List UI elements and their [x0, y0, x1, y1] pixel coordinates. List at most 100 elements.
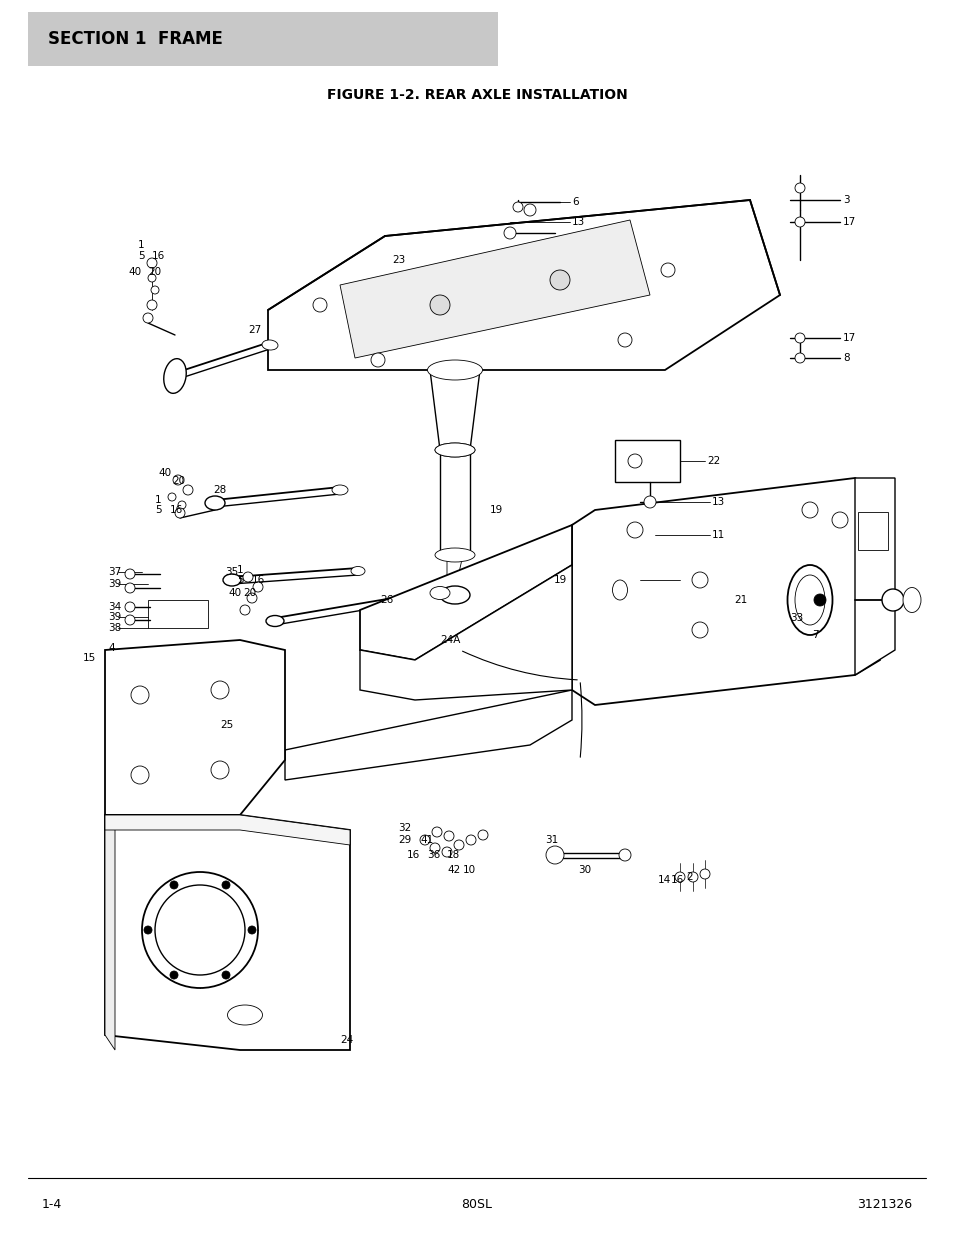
Text: FIGURE 1-2. REAR AXLE INSTALLATION: FIGURE 1-2. REAR AXLE INSTALLATION: [326, 88, 627, 103]
Text: 34: 34: [108, 601, 121, 613]
Text: 3121326: 3121326: [856, 1198, 911, 1212]
Ellipse shape: [430, 587, 450, 599]
Circle shape: [142, 872, 257, 988]
Text: 20: 20: [148, 267, 161, 277]
Circle shape: [211, 761, 229, 779]
Text: 16: 16: [252, 576, 265, 585]
Text: 33: 33: [789, 613, 802, 622]
Ellipse shape: [351, 567, 365, 576]
Circle shape: [144, 926, 152, 934]
Polygon shape: [105, 815, 115, 1050]
Circle shape: [147, 300, 157, 310]
Text: 2: 2: [685, 872, 692, 882]
Circle shape: [618, 333, 631, 347]
Text: 19: 19: [490, 505, 503, 515]
Text: 17: 17: [842, 217, 856, 227]
Circle shape: [465, 835, 476, 845]
Text: 11: 11: [711, 530, 724, 540]
Circle shape: [371, 353, 385, 367]
Circle shape: [154, 885, 245, 974]
Circle shape: [794, 217, 804, 227]
Text: 16: 16: [170, 505, 183, 515]
Text: 39: 39: [108, 613, 121, 622]
Text: 1-4: 1-4: [42, 1198, 62, 1212]
Text: 16: 16: [152, 251, 165, 261]
Text: 19: 19: [553, 576, 566, 585]
Polygon shape: [359, 564, 572, 700]
Polygon shape: [572, 478, 879, 705]
Ellipse shape: [786, 564, 832, 635]
Ellipse shape: [435, 443, 475, 457]
Circle shape: [454, 840, 463, 850]
Circle shape: [151, 287, 159, 294]
Circle shape: [147, 258, 157, 268]
Circle shape: [513, 203, 522, 212]
Circle shape: [691, 622, 707, 638]
Text: 27: 27: [248, 325, 261, 335]
Circle shape: [170, 971, 178, 979]
Text: 30: 30: [578, 864, 591, 876]
Circle shape: [432, 827, 441, 837]
Polygon shape: [105, 640, 285, 815]
Ellipse shape: [902, 588, 920, 613]
Text: 40: 40: [128, 267, 141, 277]
Ellipse shape: [882, 589, 903, 611]
Circle shape: [643, 496, 656, 508]
Ellipse shape: [435, 548, 475, 562]
Ellipse shape: [612, 580, 627, 600]
Text: 35: 35: [225, 567, 238, 577]
Ellipse shape: [439, 585, 470, 604]
Text: 18: 18: [447, 850, 459, 860]
Circle shape: [477, 830, 488, 840]
Circle shape: [222, 971, 230, 979]
Polygon shape: [285, 690, 572, 781]
Circle shape: [313, 298, 327, 312]
Text: 17: 17: [842, 333, 856, 343]
Circle shape: [247, 593, 256, 603]
Ellipse shape: [332, 485, 348, 495]
Text: 29: 29: [397, 835, 411, 845]
Text: 1: 1: [154, 495, 161, 505]
Bar: [28, 12, 497, 65]
Polygon shape: [339, 220, 649, 358]
Ellipse shape: [205, 496, 225, 510]
Circle shape: [831, 513, 847, 529]
Text: 22: 22: [706, 456, 720, 466]
Circle shape: [131, 685, 149, 704]
Circle shape: [125, 601, 135, 613]
Text: 39: 39: [108, 579, 121, 589]
Polygon shape: [359, 525, 572, 659]
Text: 16: 16: [407, 850, 420, 860]
Text: 8: 8: [842, 353, 849, 363]
Text: 4: 4: [108, 643, 114, 653]
Ellipse shape: [164, 358, 186, 393]
Polygon shape: [439, 450, 470, 555]
Text: 41: 41: [419, 835, 433, 845]
Circle shape: [794, 333, 804, 343]
Text: 7: 7: [811, 630, 818, 640]
Circle shape: [172, 475, 183, 485]
Text: 20: 20: [243, 588, 255, 598]
Text: 24A: 24A: [439, 635, 460, 645]
Circle shape: [125, 583, 135, 593]
Text: 31: 31: [544, 835, 558, 845]
Circle shape: [687, 872, 698, 882]
Text: 25: 25: [220, 720, 233, 730]
Circle shape: [550, 270, 569, 290]
Text: 1: 1: [236, 564, 243, 576]
Circle shape: [168, 493, 175, 501]
Text: 26: 26: [379, 595, 393, 605]
Circle shape: [523, 204, 536, 216]
Text: 28: 28: [213, 485, 226, 495]
Circle shape: [240, 605, 250, 615]
Text: 24: 24: [339, 1035, 353, 1045]
Ellipse shape: [227, 1005, 262, 1025]
Polygon shape: [105, 815, 350, 1050]
Circle shape: [618, 848, 630, 861]
Circle shape: [243, 572, 253, 582]
Polygon shape: [447, 555, 462, 590]
Circle shape: [545, 846, 563, 864]
Text: 36: 36: [427, 850, 439, 860]
Circle shape: [700, 869, 709, 879]
Ellipse shape: [794, 576, 824, 625]
